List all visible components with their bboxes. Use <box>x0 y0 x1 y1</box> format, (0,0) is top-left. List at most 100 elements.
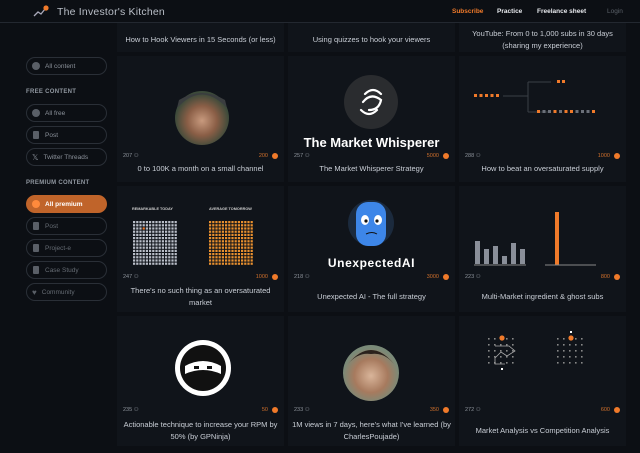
filter-label: All free <box>45 109 66 117</box>
thumb-label: AVERAGE TOMORROW <box>209 207 252 211</box>
premium-content-heading: PREMIUM CONTENT <box>26 180 90 186</box>
document-icon <box>33 222 39 230</box>
member-count: 223 <box>465 274 475 280</box>
coin-icon <box>272 274 278 280</box>
member-count: 207 <box>123 153 133 159</box>
filter-community[interactable]: ♥ Community <box>26 283 107 301</box>
filter-label: Case Study <box>45 266 79 274</box>
content-card[interactable]: REMARKABLE TODAY AVERAGE TOMORROW 247 ⚇ 1… <box>117 186 284 312</box>
filter-project-e[interactable]: Project-e <box>26 239 107 257</box>
card-title: YouTube: From 0 to 1,000 subs in 30 days… <box>472 28 613 51</box>
coin-icon <box>272 407 278 413</box>
users-icon: ⚇ <box>304 274 310 280</box>
filter-all-free[interactable]: All free <box>26 104 107 122</box>
card-meta: 257 ⚇ 5000 <box>294 152 449 160</box>
filter-premium-post[interactable]: Post <box>26 217 107 235</box>
robot-mascot <box>348 200 394 246</box>
content-card[interactable]: UnexpectedAI 218 ⚇ 3000 Unexpected AI - T… <box>288 186 455 312</box>
content-card[interactable]: 223 ⚇ 800 Multi-Market ingredient & ghost… <box>459 186 626 312</box>
document-icon <box>33 244 39 252</box>
filter-all-premium[interactable]: All premium <box>26 195 107 213</box>
card-meta: 288 ⚇ 1000 <box>465 152 620 160</box>
users-icon: ⚇ <box>304 153 310 159</box>
card-title: How to Hook Viewers in 15 Seconds (or le… <box>125 34 276 44</box>
content-card[interactable]: 235 ⚇ 50 Actionable technique to increase… <box>117 316 284 446</box>
document-icon <box>33 131 39 139</box>
card-title: The Market Whisperer Strategy <box>319 163 424 173</box>
filter-label: All content <box>45 62 76 70</box>
points-value: 3000 <box>426 274 439 280</box>
content-card[interactable]: 272 ⚇ 600 Market Analysis vs Competition … <box>459 316 626 446</box>
sidebar: All content FREE CONTENT All free Post 𝕏… <box>0 23 115 453</box>
card-meta: 233 ⚇ 350 <box>294 406 449 414</box>
content-card[interactable]: 207 ⚇ 200 0 to 100K a month on a small ch… <box>117 56 284 182</box>
card-title: 0 to 100K a month on a small channel <box>137 163 264 173</box>
circle-icon <box>32 109 40 117</box>
top-header: The Investor's Kitchen Subscribe Practic… <box>0 0 640 23</box>
content-card[interactable]: 233 ⚇ 350 1M views in 7 days, here's what… <box>288 316 455 446</box>
member-count: 218 <box>294 274 304 280</box>
supply-tree-diagram <box>474 80 595 113</box>
points-value: 600 <box>600 407 610 413</box>
points-value: 50 <box>261 407 268 413</box>
users-icon: ⚇ <box>475 274 481 280</box>
bar-chart-illustration <box>474 212 596 266</box>
member-count: 257 <box>294 153 304 159</box>
member-count: 272 <box>465 407 475 413</box>
card-title: 1M views in 7 days, here's what I've lea… <box>292 419 451 442</box>
member-count: 247 <box>123 274 133 280</box>
x-icon: 𝕏 <box>32 152 39 162</box>
coin-icon <box>443 153 449 159</box>
card-title: How to beat an oversaturated supply <box>481 163 604 173</box>
card-title: Unexpected AI - The full strategy <box>317 291 426 301</box>
nav-login[interactable]: Login <box>607 8 623 15</box>
member-count: 233 <box>294 407 304 413</box>
card-meta: 235 ⚇ 50 <box>123 406 278 414</box>
points-value: 200 <box>258 153 268 159</box>
points-value: 1000 <box>255 274 268 280</box>
dot-grids-illustration <box>133 221 253 265</box>
content-card[interactable]: The Market Whisperer 257 ⚇ 5000 The Marke… <box>288 56 455 182</box>
filter-all-content[interactable]: All content <box>26 57 107 75</box>
author-avatar <box>343 345 399 401</box>
member-count: 235 <box>123 407 133 413</box>
users-icon: ⚇ <box>304 407 310 413</box>
thumb-title: UnexpectedAI <box>327 256 416 270</box>
points-value: 350 <box>429 407 439 413</box>
author-avatar <box>175 91 229 145</box>
points-value: 800 <box>600 274 610 280</box>
market-dots-illustration <box>488 331 583 370</box>
coin-icon <box>272 153 278 159</box>
filter-label: All premium <box>45 200 83 208</box>
users-icon: ⚇ <box>475 407 481 413</box>
nav-subscribe[interactable]: Subscribe <box>452 8 484 15</box>
filter-label: Project-e <box>45 244 72 252</box>
thumb-label: REMARKABLE TODAY <box>132 207 173 211</box>
filter-free-post[interactable]: Post <box>26 126 107 144</box>
nav-practice[interactable]: Practice <box>497 8 523 15</box>
users-icon: ⚇ <box>475 153 481 159</box>
logo-icon[interactable] <box>33 5 49 17</box>
users-icon: ⚇ <box>133 153 139 159</box>
users-icon: ⚇ <box>133 274 139 280</box>
nav-freelance-sheet[interactable]: Freelance sheet <box>537 8 587 15</box>
points-value: 5000 <box>426 153 439 159</box>
card-meta: 223 ⚇ 800 <box>465 273 620 281</box>
filter-label: Community <box>41 288 75 296</box>
coin-icon <box>614 274 620 280</box>
card-meta: 247 ⚇ 1000 <box>123 273 278 281</box>
card-title: Using quizzes to hook your viewers <box>312 34 431 44</box>
member-count: 288 <box>465 153 475 159</box>
thumb-title: The Market Whisperer <box>303 135 440 150</box>
filter-twitter-threads[interactable]: 𝕏 Twitter Threads <box>26 148 107 166</box>
filter-label: Post <box>45 131 59 139</box>
card-title: Multi-Market ingredient & ghost subs <box>481 291 604 301</box>
content-card[interactable]: 288 ⚇ 1000 How to beat an oversaturated s… <box>459 56 626 182</box>
coin-icon <box>614 407 620 413</box>
coin-icon <box>614 153 620 159</box>
circle-icon <box>32 200 40 208</box>
filter-case-study[interactable]: Case Study <box>26 261 107 279</box>
site-title[interactable]: The Investor's Kitchen <box>57 6 165 18</box>
filter-label: Post <box>45 222 59 230</box>
coin-icon <box>443 407 449 413</box>
